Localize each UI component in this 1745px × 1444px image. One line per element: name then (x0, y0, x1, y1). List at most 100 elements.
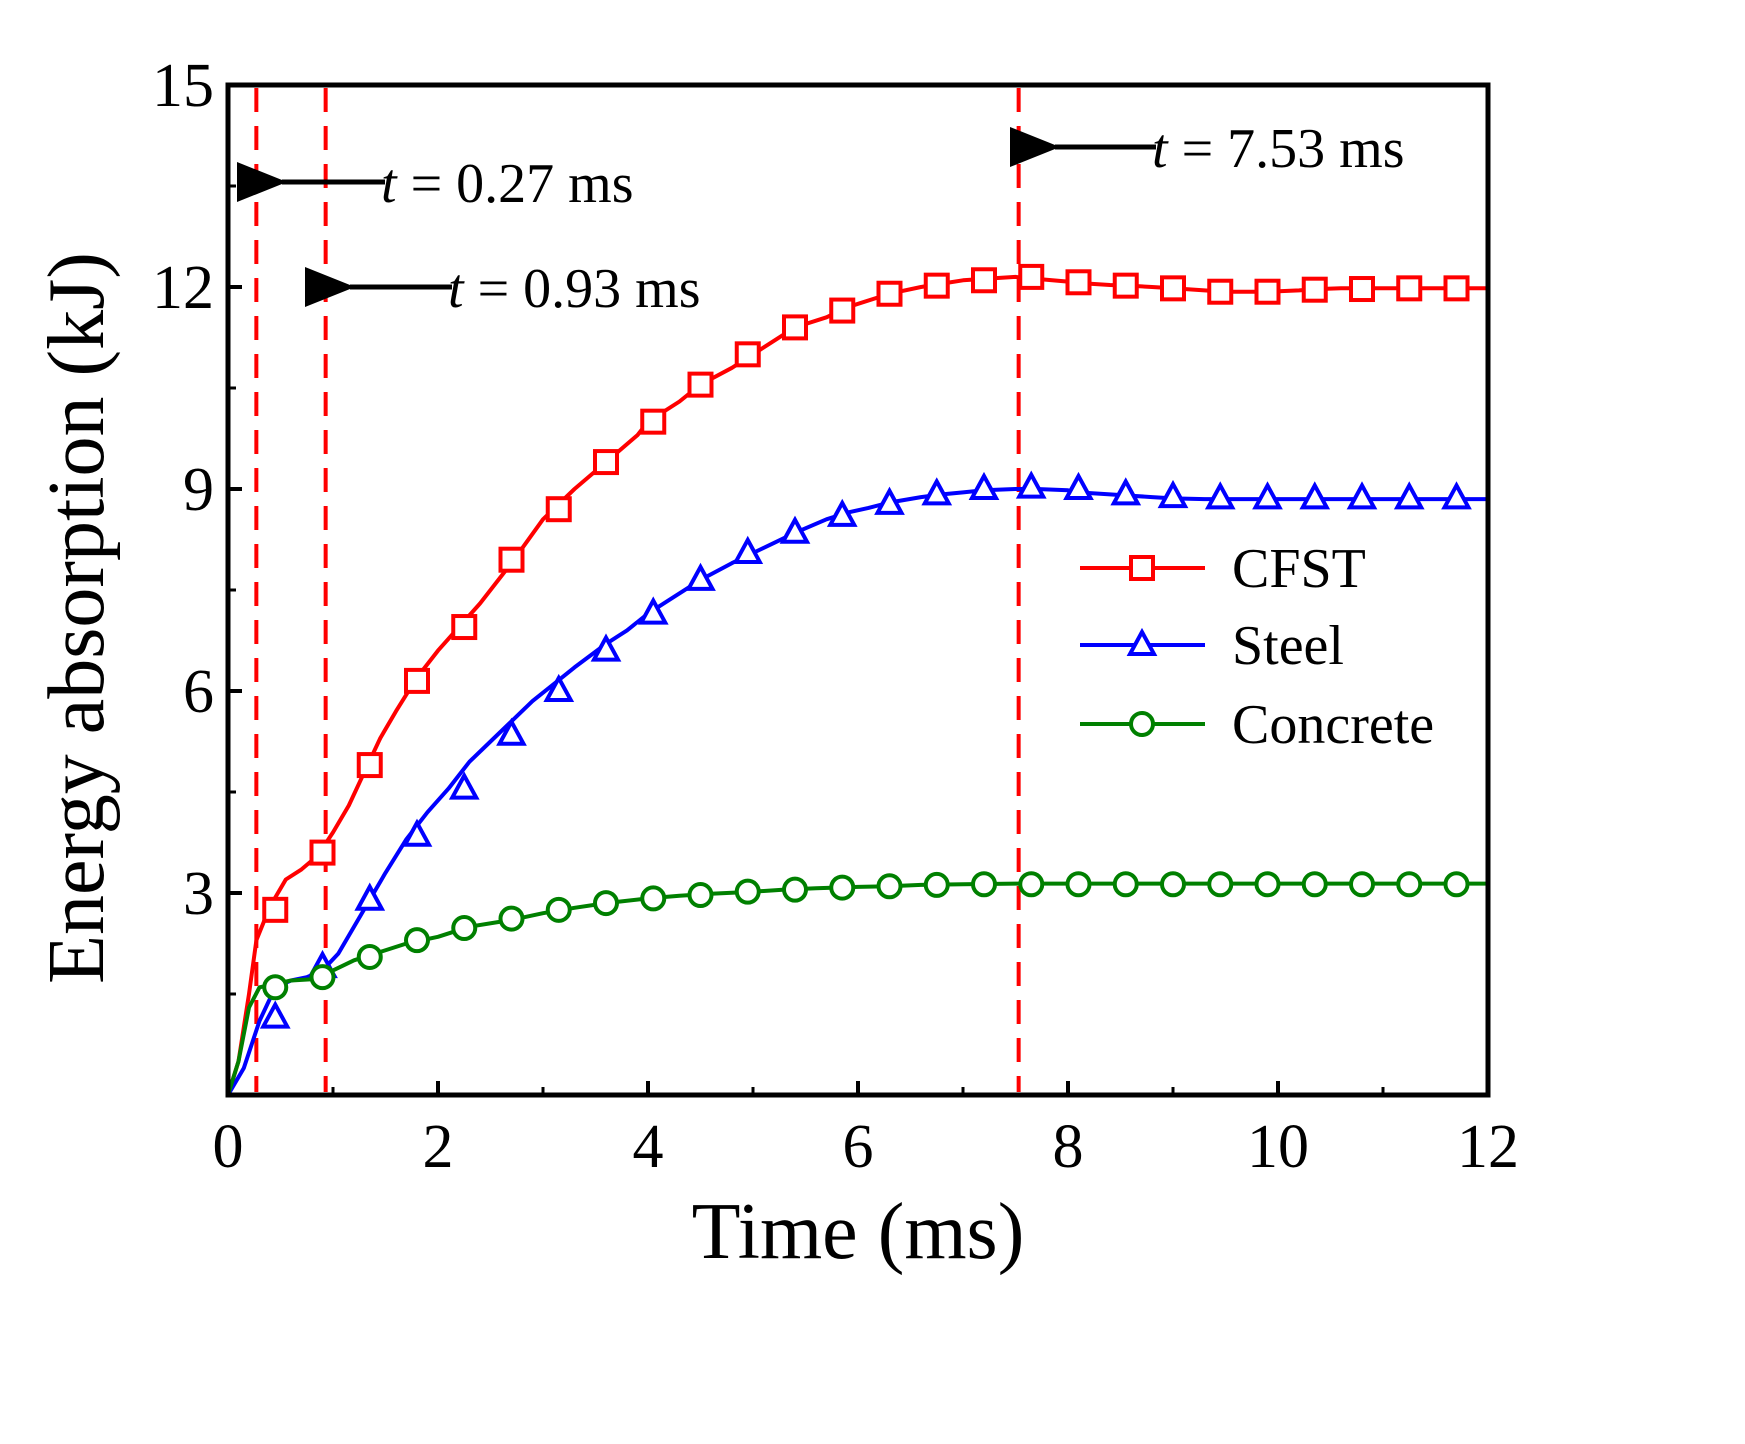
data-point (826, 498, 858, 527)
legend-label: CFST (1232, 538, 1366, 600)
data-point (1301, 276, 1328, 303)
data-point (593, 449, 619, 476)
data-point (451, 614, 478, 641)
x-tick-label: 2 (423, 1113, 454, 1181)
data-point (545, 496, 572, 523)
data-point (1349, 871, 1375, 898)
data-point (404, 927, 430, 954)
x-tick-label: 6 (843, 1113, 874, 1181)
data-point (640, 408, 667, 435)
data-point (1252, 481, 1283, 510)
data-point (876, 873, 903, 900)
data-point (1065, 269, 1092, 296)
data-point (354, 882, 386, 911)
data-point (451, 915, 478, 942)
annotation: t = 0.27 ms (237, 153, 634, 215)
data-point (923, 871, 950, 898)
data-point (1443, 871, 1470, 898)
data-point (1299, 481, 1331, 510)
data-point (356, 752, 383, 779)
data-point (1346, 481, 1378, 510)
data-point (1126, 627, 1158, 656)
x-tick-label: 10 (1247, 1113, 1309, 1181)
data-point (498, 546, 525, 573)
data-point (448, 771, 480, 800)
data-point (874, 486, 905, 515)
data-point (921, 477, 953, 506)
x-tick-label: 0 (213, 1113, 244, 1181)
y-tick-label: 12 (152, 254, 214, 322)
y-axis-title: Energy absorption (kJ) (33, 252, 121, 984)
data-point (782, 876, 808, 903)
data-point (1443, 275, 1470, 302)
data-point (1065, 871, 1092, 898)
data-point (685, 562, 716, 591)
series-line (226, 881, 1488, 1096)
series-cfst (226, 263, 1488, 1096)
data-point (1396, 275, 1423, 302)
data-point (732, 535, 764, 564)
data-point (1254, 278, 1281, 305)
data-point (971, 871, 997, 898)
data-point (1396, 871, 1423, 898)
data-point (309, 964, 336, 991)
legend: CFST Steel Concrete (1080, 538, 1434, 756)
y-tick-label: 15 (152, 52, 214, 120)
data-point (262, 896, 289, 923)
data-point (640, 885, 667, 912)
data-point (1160, 871, 1186, 898)
legend-entry-concrete: Concrete (1080, 694, 1434, 756)
data-point (1207, 278, 1234, 305)
data-point (590, 633, 622, 662)
annotation-label: t = 0.27 ms (381, 153, 634, 215)
x-tick-label: 12 (1457, 1113, 1519, 1181)
data-point (734, 341, 761, 368)
x-tick-label: 4 (633, 1113, 664, 1181)
x-tick-label: 8 (1053, 1113, 1084, 1181)
y-tick-label: 6 (183, 658, 214, 726)
data-point (779, 515, 811, 544)
data-point (876, 280, 903, 307)
data-point (404, 667, 430, 694)
series-steel (226, 470, 1488, 1097)
data-point (1393, 481, 1425, 510)
data-point (259, 1000, 291, 1029)
legend-label: Steel (1232, 615, 1344, 677)
data-point (1157, 479, 1189, 509)
data-point (829, 874, 856, 901)
data-point (687, 371, 714, 398)
data-point (1207, 871, 1234, 898)
y-tick-label: 9 (183, 456, 214, 524)
data-point (1204, 481, 1236, 510)
data-point (687, 882, 714, 909)
data-point (1129, 555, 1155, 581)
legend-entry-steel: Steel (1080, 615, 1344, 677)
data-point (1160, 275, 1186, 302)
series-line (226, 487, 1488, 1097)
x-axis-title: Time (ms) (692, 1188, 1025, 1276)
series-layer (226, 263, 1488, 1097)
data-point (637, 596, 669, 625)
annotation: t = 0.93 ms (305, 258, 701, 320)
data-point (1441, 481, 1472, 510)
data-point (593, 890, 619, 917)
data-point (1018, 871, 1045, 898)
data-point (498, 905, 525, 932)
legend-label: Concrete (1232, 694, 1434, 756)
data-point (1015, 470, 1047, 499)
series-concrete (226, 871, 1488, 1096)
data-point (543, 673, 575, 702)
data-point (968, 471, 1000, 500)
axis-ticks: 0 2 4 6 8 10 12 3 6 9 12 15 (152, 52, 1519, 1181)
annotations: t = 0.27 ms t = 0.93 ms t = 7.53 ms (237, 118, 1405, 320)
data-point (401, 818, 433, 847)
data-point (262, 974, 289, 1001)
data-point (734, 878, 761, 905)
data-point (1349, 276, 1375, 303)
data-point (1254, 871, 1281, 898)
data-point (1129, 711, 1155, 737)
data-point (829, 297, 856, 324)
data-point (545, 896, 572, 923)
data-point (309, 839, 336, 866)
